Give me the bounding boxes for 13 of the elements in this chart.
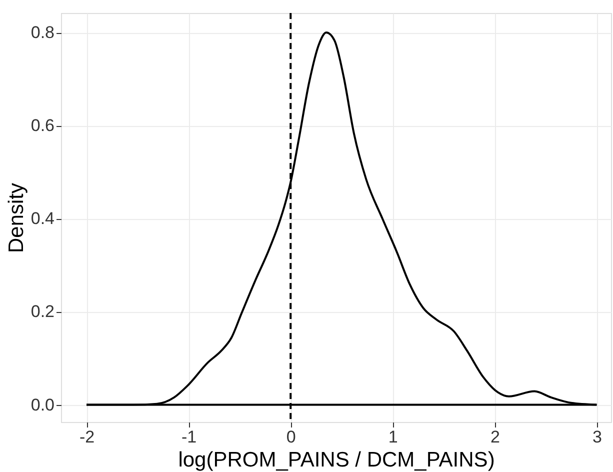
x-tick-label: -1 <box>181 428 197 446</box>
x-tick-label: 3 <box>592 428 602 446</box>
x-tick-label: 0 <box>286 428 296 446</box>
x-axis-title: log(PROM_PAINS / DCM_PAINS) <box>178 448 495 472</box>
y-tick-label: 0.0 <box>30 395 54 414</box>
x-tick-label: 1 <box>388 428 398 446</box>
y-tick-label: 0.4 <box>30 209 54 228</box>
x-tick-label: 2 <box>490 428 500 446</box>
y-tick-label: 0.6 <box>30 116 54 136</box>
x-tick-label: -2 <box>79 428 95 446</box>
y-axis-title: Density <box>4 182 28 254</box>
y-tick-label: 0.2 <box>30 302 54 322</box>
y-tick-label: 0.8 <box>30 23 54 42</box>
